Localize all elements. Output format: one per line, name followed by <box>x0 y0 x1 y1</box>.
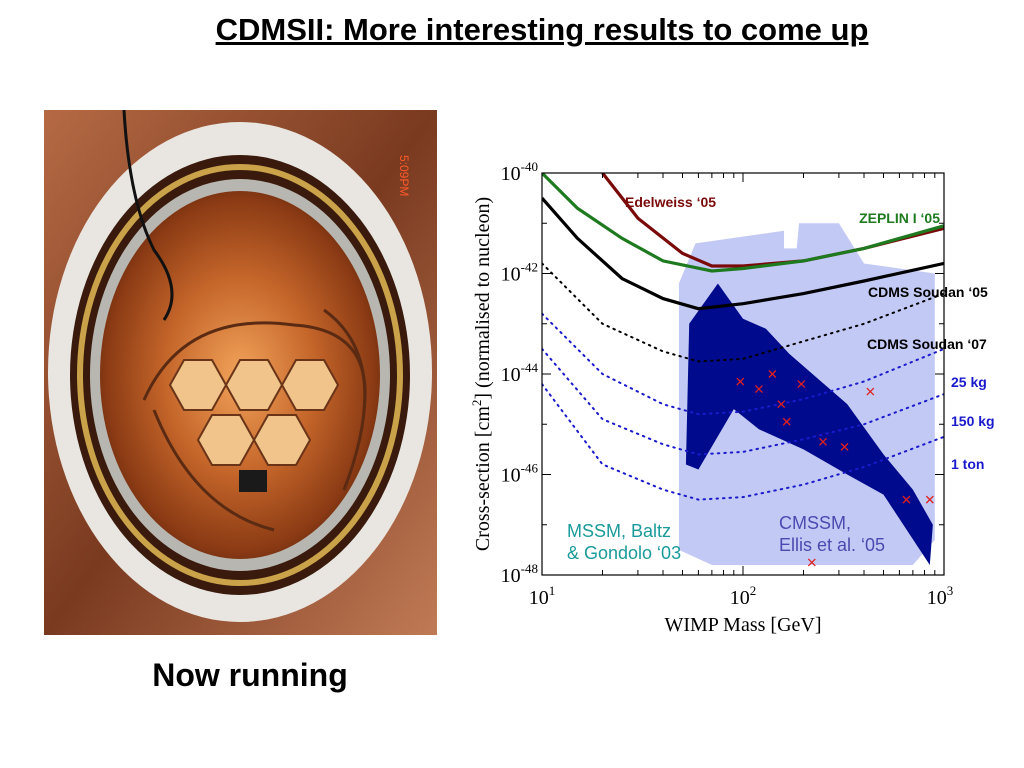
x-tick-label: 102 <box>730 583 757 609</box>
region-cmssm <box>685 283 933 565</box>
marker-point <box>782 417 791 426</box>
slide-title: CDMSII: More interesting results to come… <box>215 12 869 47</box>
series-line-25-kg <box>542 312 944 416</box>
series-label-cdms-soudan-07: CDMS Soudan ‘07 <box>867 336 987 352</box>
y-axis-title: Cross-section [cm2] (normalised to nucle… <box>469 197 494 551</box>
region-label-cmssm: CMSSM, Ellis et al. ‘05 <box>779 513 885 555</box>
marker-point <box>754 385 763 394</box>
marker-point <box>807 558 816 567</box>
marker-point <box>902 495 911 504</box>
series-line-1-ton <box>542 383 944 501</box>
y-tick-label: 10-48 <box>501 561 538 587</box>
y-tick-label: 10-44 <box>501 360 539 386</box>
region-label-mssm: MSSM, Baltz & Gondolo ‘03 <box>567 521 681 563</box>
marker-point <box>736 377 745 386</box>
photo-timestamp: 5:09PM <box>397 155 411 196</box>
marker-point <box>866 387 875 396</box>
marker-point <box>797 380 806 389</box>
series-line-150-kg <box>542 347 944 456</box>
x-axis-title: WIMP Mass [GeV] <box>664 614 821 636</box>
y-tick-label: 10-46 <box>501 461 539 487</box>
series-label-1-ton: 1 ton <box>951 456 984 472</box>
y-tick-label: 10-40 <box>501 159 538 185</box>
marker-point <box>777 400 786 409</box>
marker-point <box>819 437 827 446</box>
series-label-150-kg: 150 kg <box>951 413 995 429</box>
marker-point <box>925 495 934 504</box>
cryostat-photo: 5:09PM <box>44 110 437 635</box>
photo-caption: Now running <box>152 657 348 693</box>
series-label-zeplin-i-05: ZEPLIN I ‘05 <box>859 210 940 226</box>
series-label-cdms-soudan-05: CDMS Soudan ‘05 <box>868 284 988 300</box>
y-tick-label: 10-42 <box>501 260 538 286</box>
x-tick-label: 101 <box>529 583 556 609</box>
exclusion-chart: 101 102 103 10-40 10-42 10-44 10-46 10-48 WIMP … <box>469 159 995 636</box>
series-line-cdms-soudan-07 <box>542 262 944 363</box>
marker-point <box>840 442 849 451</box>
series-line-cdms-soudan-05 <box>542 197 944 311</box>
series-label-edelweiss-05: Edelweiss ‘05 <box>625 194 716 210</box>
x-tick-label: 103 <box>927 583 954 609</box>
marker-point <box>768 370 777 378</box>
series-line-zeplin-i-05 <box>542 173 944 273</box>
series-label-25-kg: 25 kg <box>951 374 987 390</box>
